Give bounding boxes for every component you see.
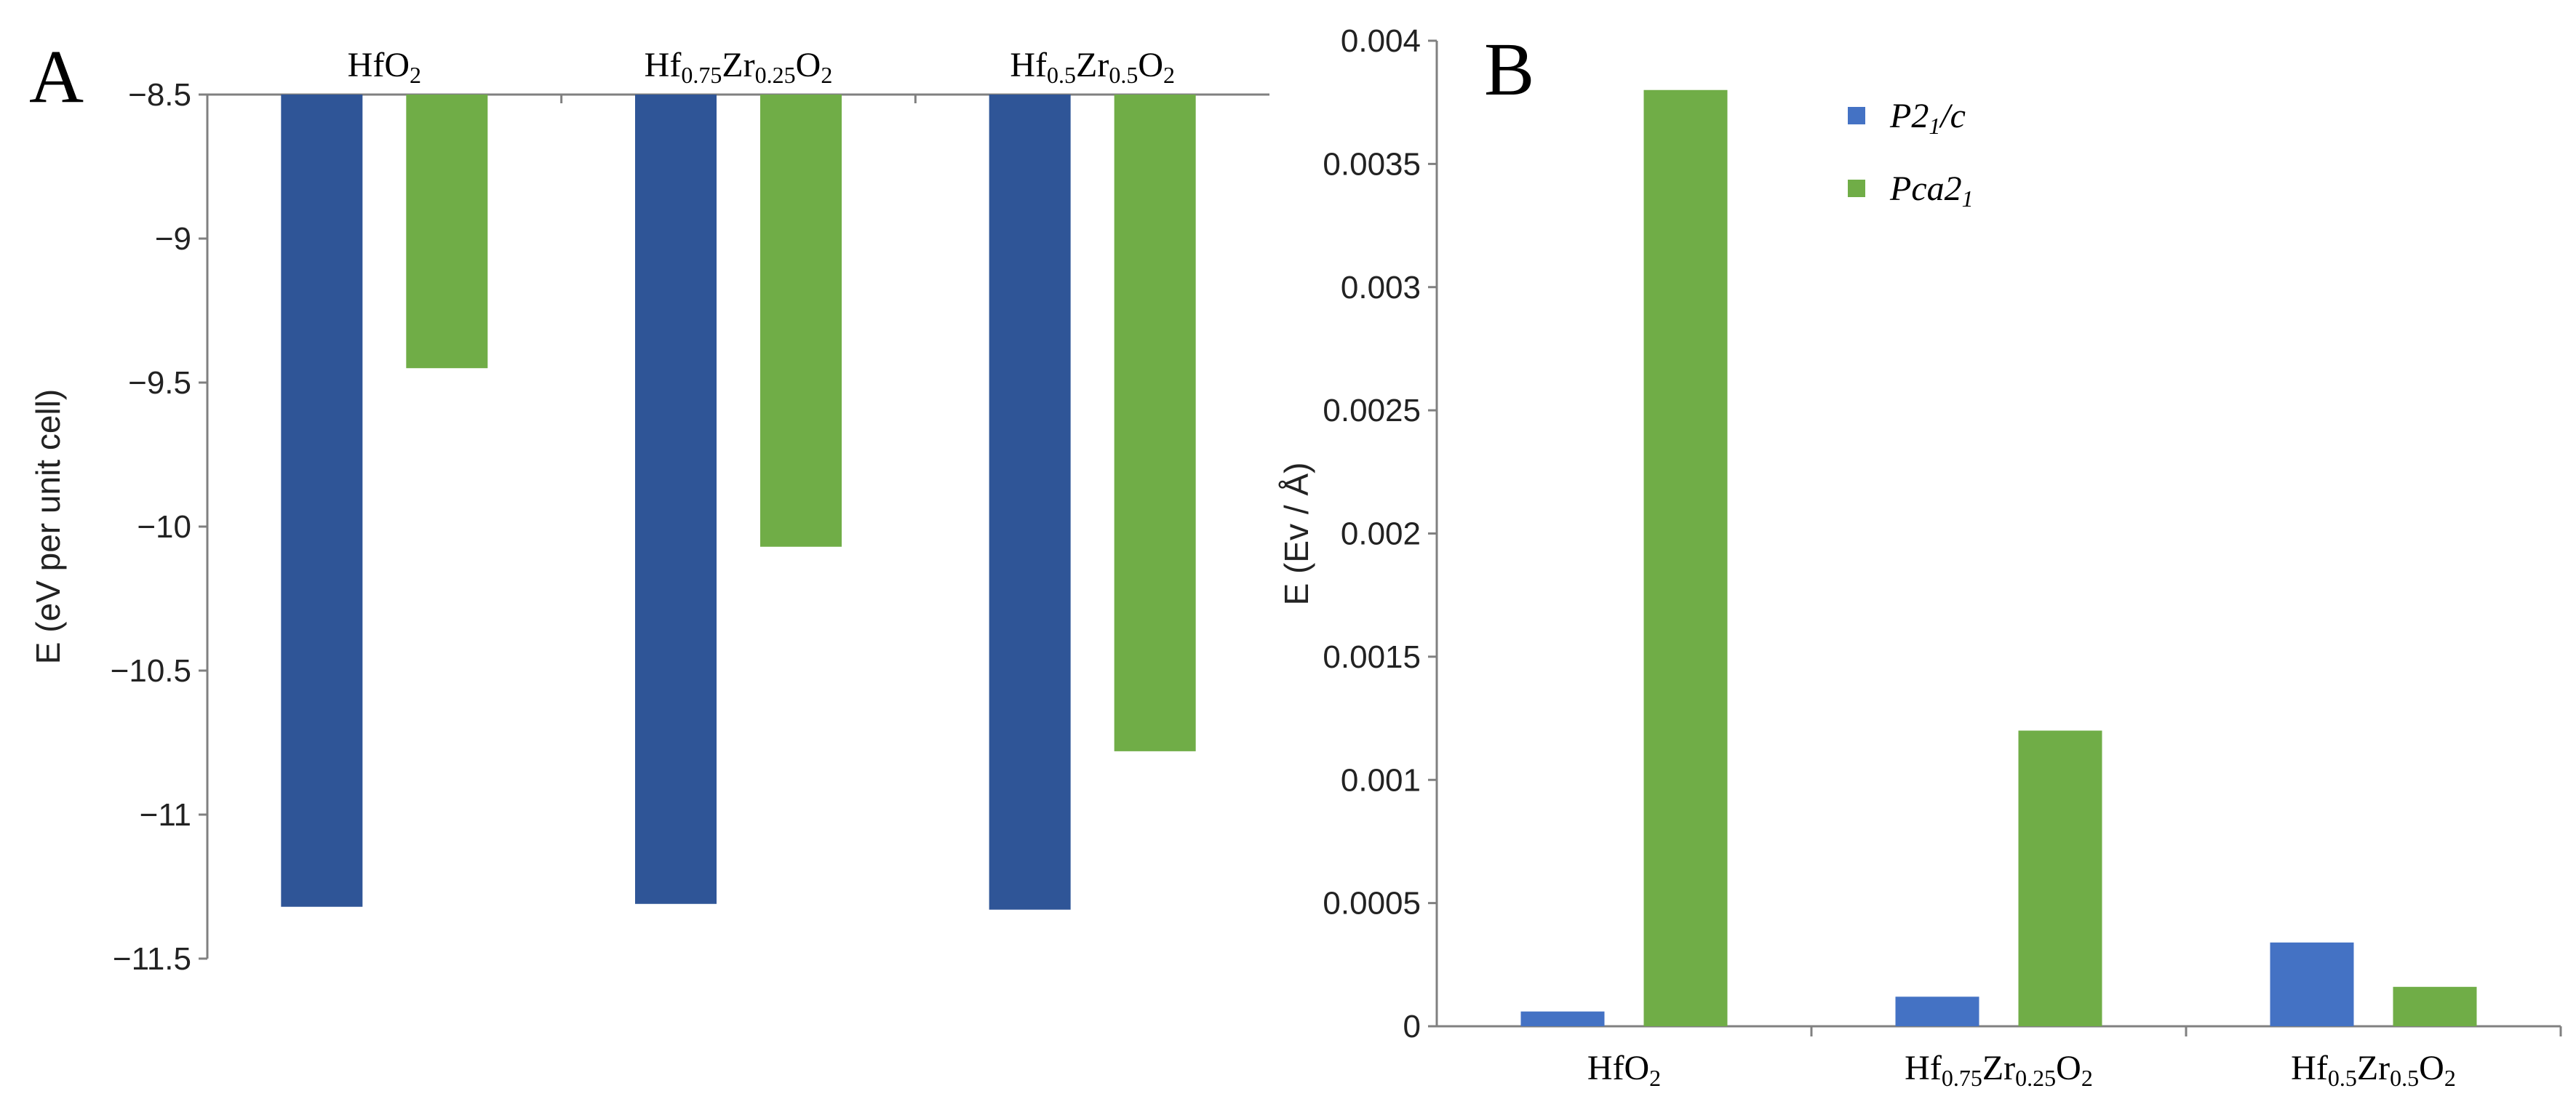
panel-b-tick-label: 0.002 <box>1341 516 1421 552</box>
panel-a-category-label: Hf0.75Zr0.25O2 <box>645 46 833 88</box>
panel-b-bar-pca21 <box>2018 730 2102 1026</box>
panel-a-bar-pca21 <box>406 95 488 369</box>
panel-b-letter: B <box>1484 28 1534 111</box>
panel-a-tick-label: −10.5 <box>111 653 191 689</box>
panel-b-category-label: Hf0.5Zr0.5O2 <box>2291 1049 2456 1091</box>
panel-a-bar-p21c <box>989 95 1071 910</box>
panel-b-tick-label: 0.0005 <box>1323 886 1421 922</box>
panel-a-bars <box>281 95 1196 910</box>
panel-b-bars <box>1520 89 2477 1026</box>
panel-a-category-label: HfO2 <box>348 46 421 88</box>
panel-a-bar-p21c <box>635 95 717 904</box>
panel-a-category-labels: HfO2 Hf0.75Zr0.25O2 Hf0.5Zr0.5O2 <box>348 46 1175 88</box>
panel-b-bar-pca21 <box>1643 89 1728 1026</box>
panel-b-y-ticks: 0 0.0005 0.001 0.0015 0.002 0.0025 0.003 0.0035… <box>1323 23 2562 1044</box>
panel-a-tick-label: −10 <box>137 509 191 545</box>
legend-swatch-pca21 <box>1848 180 1865 197</box>
panel-a-letter: A <box>29 35 84 119</box>
panel-a: A E (eV per unit cell) −8.5 −9 −9.5 −10 −10.… <box>29 35 1269 977</box>
panel-b-category-labels: HfO2 Hf0.75Zr0.25O2 Hf0.5Zr0.5O2 <box>1587 1049 2456 1091</box>
panel-b-tick-label: 0.0025 <box>1323 393 1421 428</box>
panel-a-tick-label: −11.5 <box>113 941 191 977</box>
panel-b-tick-label: 0 <box>1403 1009 1421 1044</box>
panel-b-legend: P21/c Pca21 <box>1848 97 1974 212</box>
panel-b-tick-label: 0.004 <box>1341 23 1421 59</box>
panel-b-category-label: HfO2 <box>1587 1049 1661 1091</box>
panel-b-bar-p21c <box>1895 996 1979 1026</box>
panel-a-y-ticks: −8.5 −9 −9.5 −10 −10.5 −11 −11.5 <box>111 77 917 977</box>
panel-b-tick-label: 0.0015 <box>1323 639 1421 675</box>
panel-a-bar-pca21 <box>1114 95 1196 751</box>
panel-a-category-label: Hf0.5Zr0.5O2 <box>1010 46 1175 88</box>
panel-b-tick-label: 0.0035 <box>1323 146 1421 182</box>
legend-swatch-p21c <box>1848 107 1865 124</box>
panel-a-bar-p21c <box>281 95 363 907</box>
panel-b: B E (Ev / Å) 0 0.0005 0.001 0.0015 0.002 0.00… <box>1277 23 2562 1091</box>
panel-a-y-axis-title: E (eV per unit cell) <box>29 389 67 664</box>
panel-a-tick-label: −9 <box>155 221 191 257</box>
legend-label-p21c: P21/c <box>1889 97 1966 139</box>
legend-label-pca21: Pca21 <box>1889 169 1974 212</box>
panel-a-tick-label: −11 <box>140 797 191 833</box>
panel-b-bar-pca21 <box>2393 986 2477 1026</box>
panel-b-tick-label: 0.003 <box>1341 270 1421 305</box>
panel-a-tick-label: −9.5 <box>128 365 191 401</box>
panel-b-tick-label: 0.001 <box>1341 762 1421 798</box>
panel-a-tick-label: −8.5 <box>128 77 191 113</box>
panel-b-category-label: Hf0.75Zr0.25O2 <box>1905 1049 2093 1091</box>
panel-b-y-axis-title: E (Ev / Å) <box>1277 463 1315 606</box>
panel-b-bar-p21c <box>1520 1011 1605 1026</box>
panel-a-bar-pca21 <box>760 95 842 547</box>
panel-b-bar-p21c <box>2270 942 2354 1026</box>
